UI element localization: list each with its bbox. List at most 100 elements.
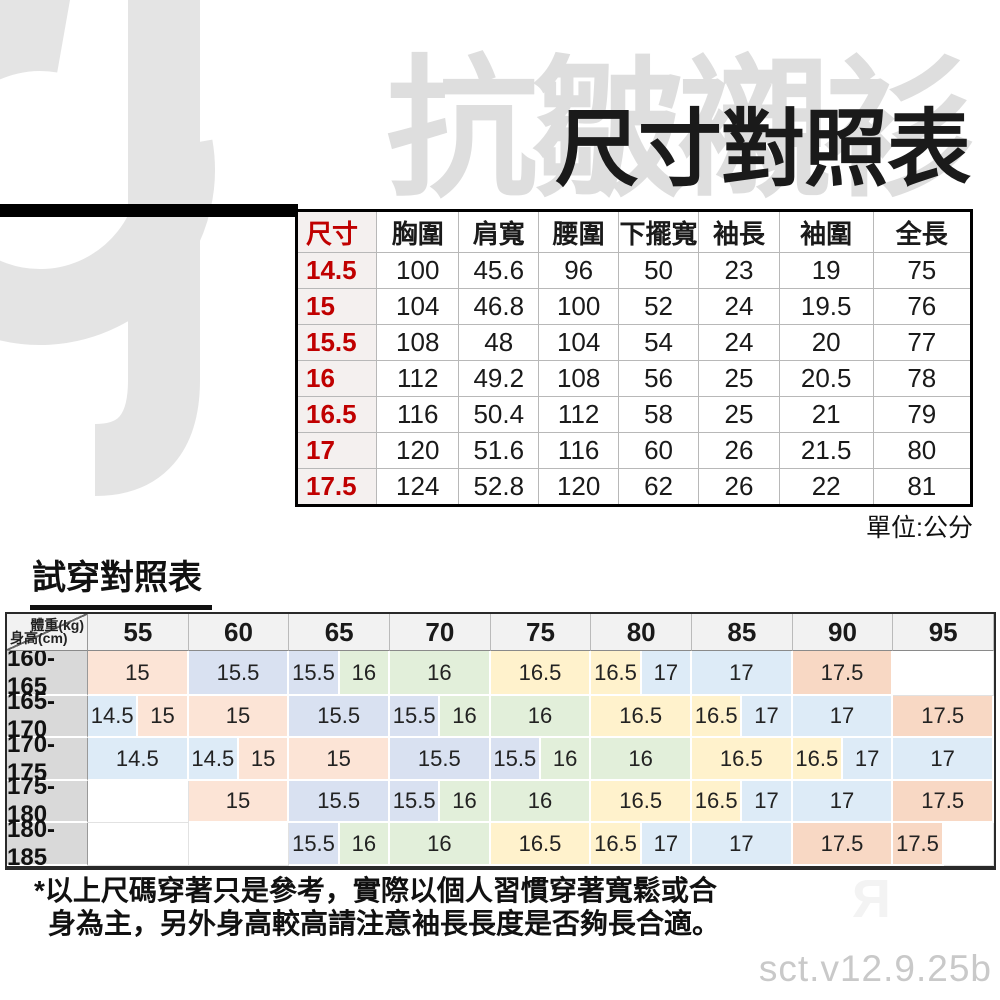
size-value-cell: 45.6	[458, 252, 540, 289]
size-value-cell: 23	[698, 252, 780, 289]
size-value-cell: 120	[376, 432, 460, 469]
fit-size-cell: 15	[138, 696, 189, 738]
size-value-cell: 52.8	[458, 468, 540, 506]
size-table-row: 17.5 124 52.8 120 62 26 22 81	[295, 468, 973, 506]
size-table-row: 15 104 46.8 100 52 24 19.5 76	[295, 288, 973, 325]
fit-size-cell: 16.5	[591, 823, 642, 866]
fit-weight-header: 60	[188, 614, 290, 651]
fit-weight-header: 65	[289, 614, 390, 651]
fit-size-cell: 15.5	[289, 823, 340, 866]
weight-axis-label: 體重(kg)	[30, 617, 84, 633]
fit-size-cell: 15.5	[289, 781, 390, 823]
fit-empty-cell	[88, 781, 189, 823]
size-value-cell: 50.4	[458, 396, 540, 433]
fit-size-cell: 16.5	[591, 696, 692, 738]
fit-weight-header: 70	[389, 614, 491, 651]
fit-size-cell: 17	[641, 823, 692, 866]
fit-size-cell: 16.5	[792, 738, 843, 781]
fit-size-cell: 17	[691, 651, 793, 696]
fit-size-cell: 14.5	[88, 696, 139, 738]
fit-weight-header: 95	[893, 614, 994, 651]
size-value-cell: 20.5	[778, 360, 874, 397]
size-value-cell: 116	[538, 432, 619, 469]
fit-height-header: 180-185	[7, 816, 88, 871]
footnote-line-1: *以上尺碼穿著只是參考，實際以個人習慣穿著寬鬆或合	[34, 875, 717, 906]
fit-size-cell: 16	[339, 823, 390, 866]
fit-size-cell: 15	[188, 781, 290, 823]
size-value-cell: 25	[698, 396, 780, 433]
fit-size-cell: 17	[641, 651, 692, 696]
size-value-cell: 80	[872, 432, 973, 469]
fit-size-cell: 16.5	[691, 738, 793, 781]
size-table-header: 腰圍	[538, 210, 619, 253]
size-table-header: 全長	[872, 210, 973, 253]
fit-weight-header: 85	[691, 614, 793, 651]
size-value-cell: 62	[617, 468, 700, 506]
size-value-cell: 52	[617, 288, 700, 325]
size-value-cell: 19	[778, 252, 874, 289]
fit-size-cell: 17	[792, 781, 894, 823]
footnote: *以上尺碼穿著只是參考，實際以個人習慣穿著寬鬆或合 身為主，另外身高較高請注意袖…	[34, 874, 720, 940]
size-table-row: 17 120 51.6 116 60 26 21.5 80	[295, 432, 973, 469]
fit-size-cell: 16.5	[490, 651, 592, 696]
fit-size-cell: 17.5	[792, 651, 894, 696]
fit-size-cell: 17.5	[792, 823, 894, 866]
fit-size-cell: 17	[792, 696, 894, 738]
fit-table-corner-cell: 體重(kg) 身高(cm)	[7, 614, 88, 651]
version-text: sct.v12.9.25b	[758, 948, 992, 989]
size-table-header: 肩寬	[458, 210, 540, 253]
size-table: 尺寸 胸圍 肩寬 腰圍 下擺寬 袖長 袖圍 全長 14.5 100 45.6 96 50 23 19 75 15…	[295, 209, 973, 507]
fit-size-cell: 17	[842, 738, 894, 781]
size-value-cell: 120	[538, 468, 619, 506]
faint-glyph-watermark: Я	[852, 869, 891, 929]
fit-size-cell: 17.5	[893, 823, 944, 866]
fit-size-cell: 16.5	[591, 781, 692, 823]
size-value-cell: 21	[778, 396, 874, 433]
size-table-row: 16 112 49.2 108 56 25 20.5 78	[295, 360, 973, 397]
size-table-row: 15.5 108 48 104 54 24 20 77	[295, 324, 973, 361]
size-table-header: 下擺寬	[617, 210, 700, 253]
size-label-cell: 16.5	[295, 396, 378, 433]
product-name-watermark: 抗皺襯衫	[386, 45, 976, 215]
fit-size-cell: 16.5	[691, 781, 743, 823]
size-label-cell: 16	[295, 360, 378, 397]
divider-bar	[0, 204, 298, 217]
fit-size-cell: 16.5	[591, 651, 642, 696]
fit-empty-cell	[943, 823, 994, 866]
height-axis-label: 身高(cm)	[10, 630, 68, 646]
size-value-cell: 56	[617, 360, 700, 397]
size-value-cell: 104	[376, 288, 460, 325]
size-value-cell: 78	[872, 360, 973, 397]
fit-size-cell: 16	[440, 696, 491, 738]
fit-weight-header: 90	[792, 614, 894, 651]
fit-size-cell: 17	[893, 738, 994, 781]
size-value-cell: 51.6	[458, 432, 540, 469]
fit-size-cell: 15.5	[289, 651, 340, 696]
size-value-cell: 79	[872, 396, 973, 433]
fit-size-cell: 17.5	[893, 696, 994, 738]
fit-size-cell: 15.5	[289, 696, 390, 738]
fit-size-cell: 16.5	[691, 696, 743, 738]
cj-logo-watermark	[0, 0, 215, 496]
size-value-cell: 100	[538, 288, 619, 325]
size-value-cell: 76	[872, 288, 973, 325]
fit-size-cell: 16.5	[490, 823, 592, 866]
size-table-header: 袖圍	[778, 210, 874, 253]
size-value-cell: 116	[376, 396, 460, 433]
fit-table-title: 試穿對照表	[30, 550, 212, 610]
size-value-cell: 20	[778, 324, 874, 361]
size-value-cell: 112	[538, 396, 619, 433]
size-value-cell: 54	[617, 324, 700, 361]
size-value-cell: 100	[376, 252, 460, 289]
size-value-cell: 124	[376, 468, 460, 506]
fit-size-cell: 16	[389, 651, 491, 696]
fit-size-cell: 15	[88, 651, 189, 696]
size-table-row: 14.5 100 45.6 96 50 23 19 75	[295, 252, 973, 289]
size-value-cell: 96	[538, 252, 619, 289]
fit-size-cell: 15	[188, 696, 290, 738]
fit-height-header: 160-165	[7, 645, 88, 700]
page-title: 尺寸對照表	[554, 102, 971, 196]
size-value-cell: 58	[617, 396, 700, 433]
fit-size-cell: 17	[742, 696, 793, 738]
